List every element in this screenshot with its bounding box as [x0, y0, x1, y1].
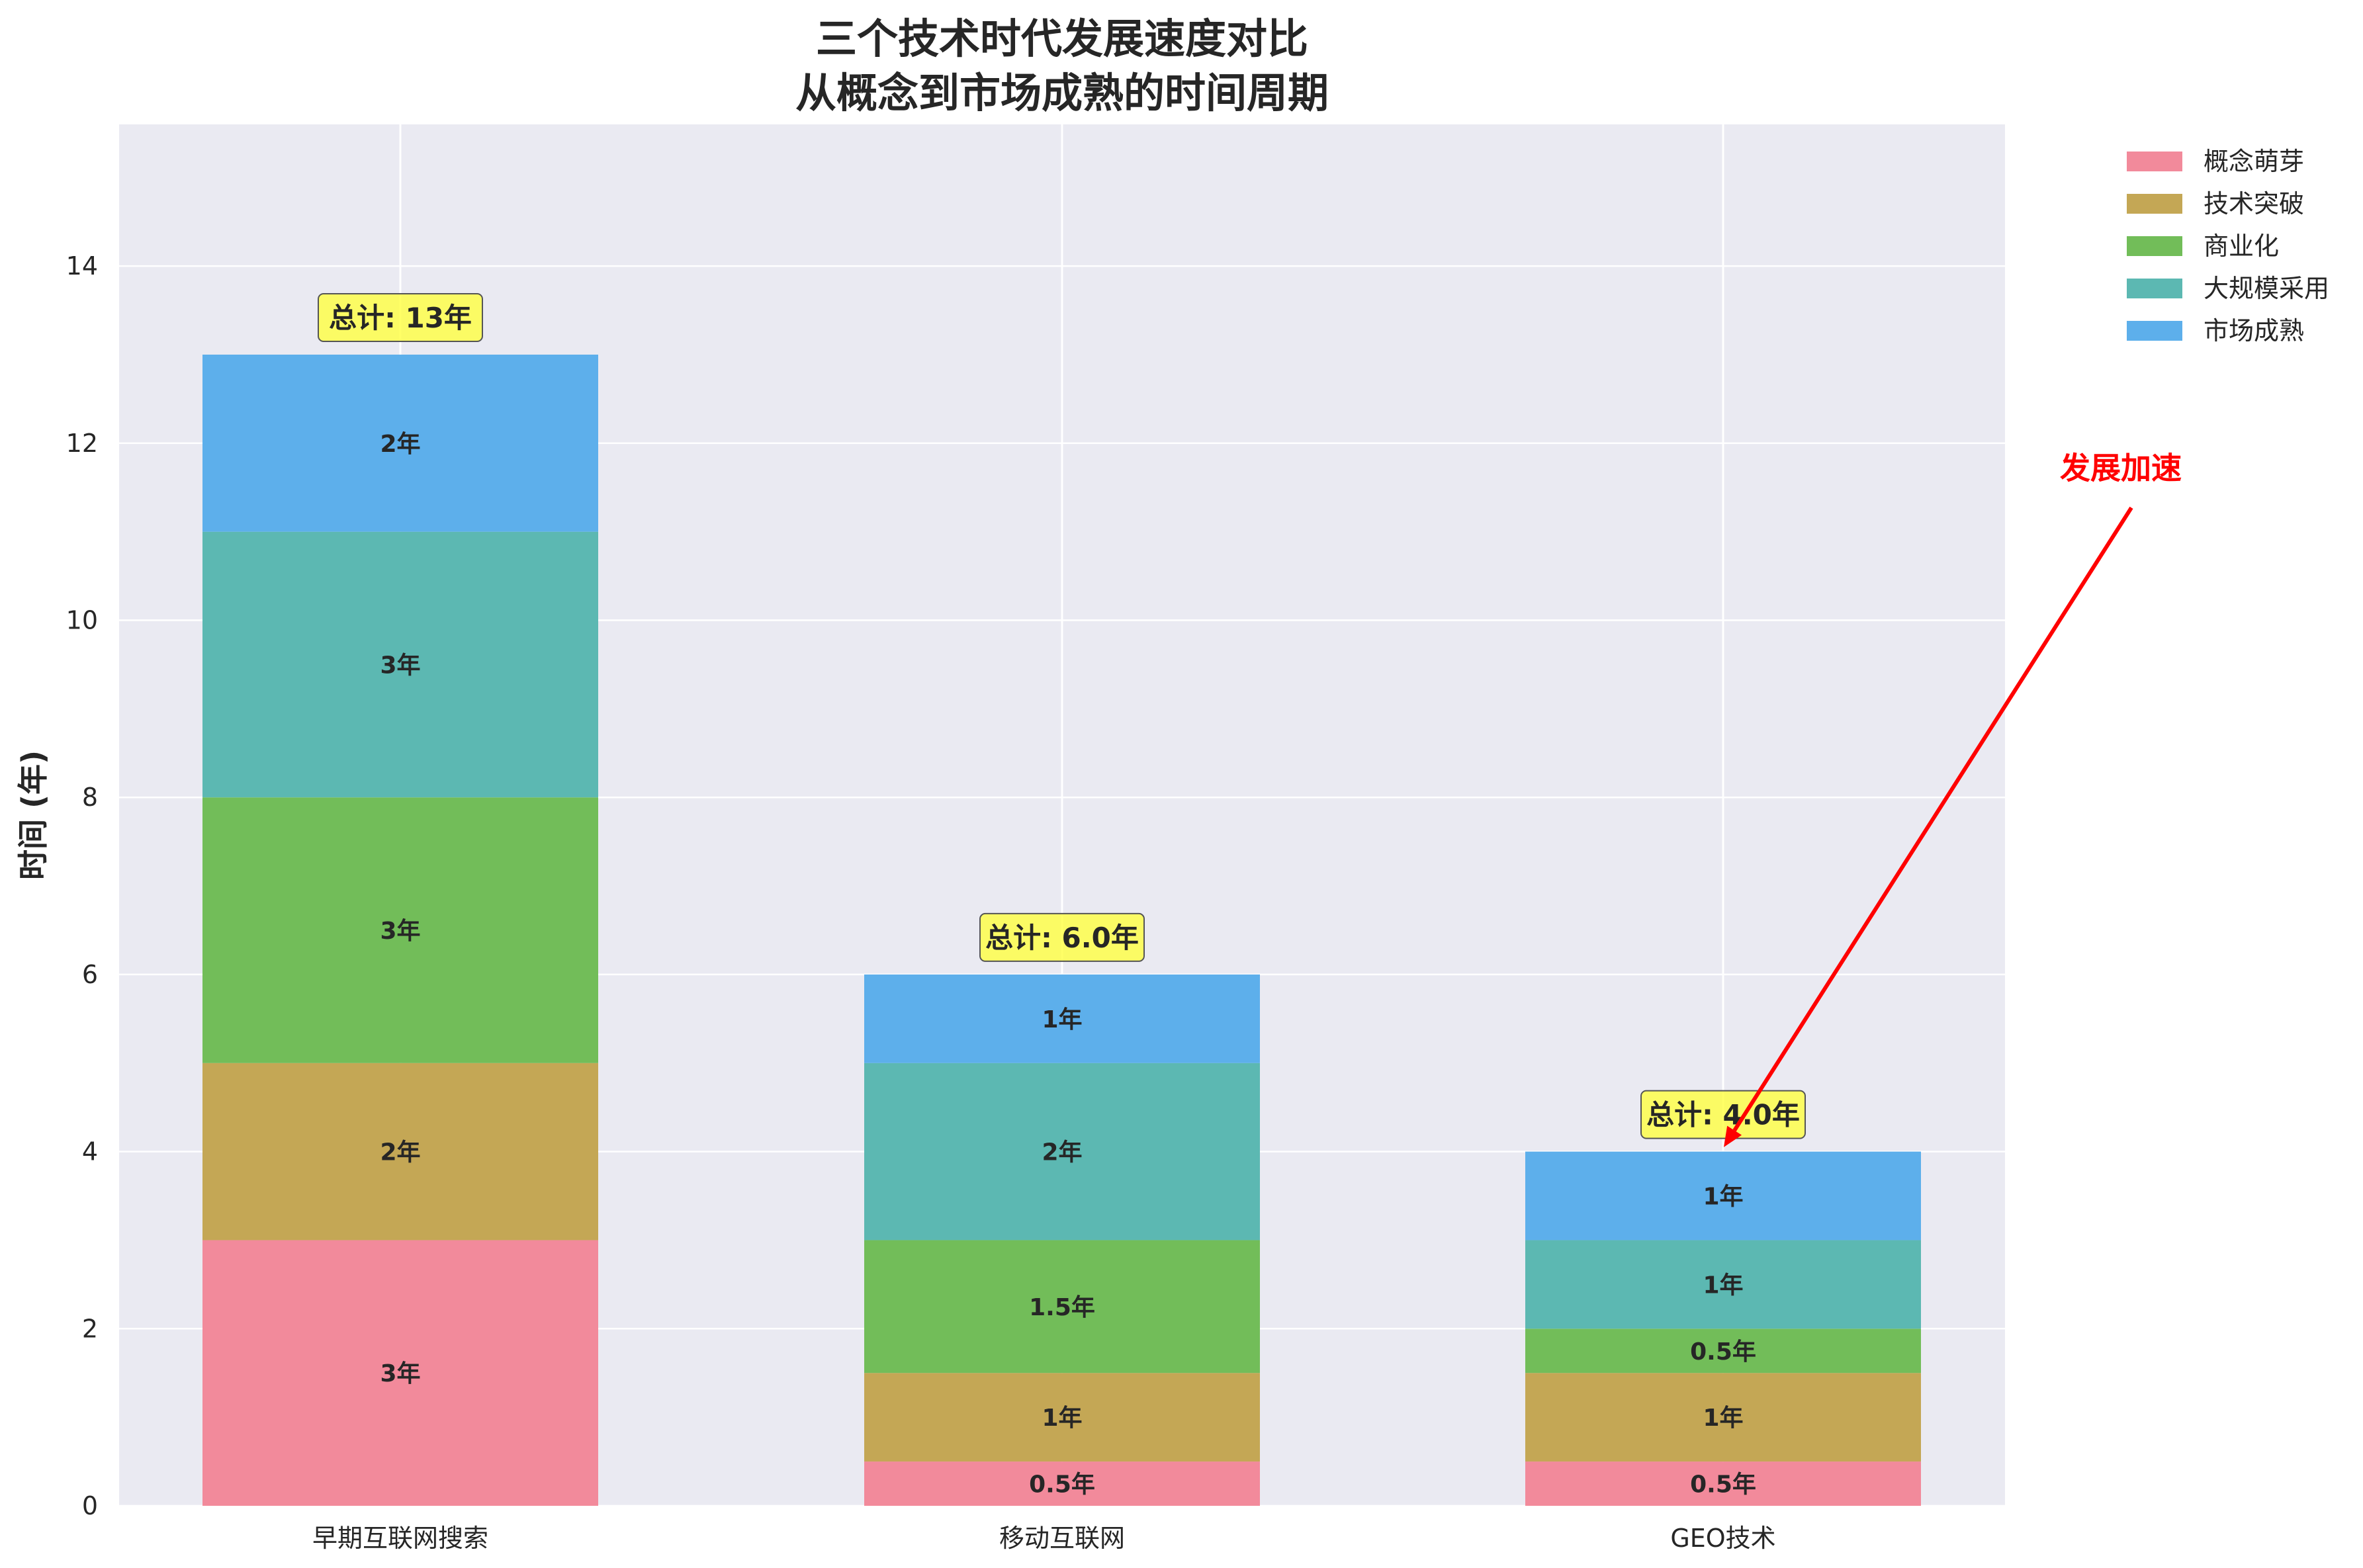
y-tick-label: 10 — [66, 606, 98, 635]
bar-segment — [1525, 1151, 1921, 1241]
bar-segment — [864, 1063, 1260, 1241]
bar-segment — [1525, 1373, 1921, 1462]
total-label-box — [1640, 1090, 1806, 1139]
bar-segment — [202, 531, 598, 798]
bar-segment — [202, 797, 598, 1063]
x-tick-label: 移动互联网 — [999, 1524, 1125, 1553]
segment-value-label: 1年 — [1703, 1184, 1743, 1211]
legend-entry-label: 概念萌芽 — [2204, 147, 2304, 176]
bar-segment — [864, 1240, 1260, 1373]
total-label: 总计: 13年 — [329, 302, 472, 334]
legend-swatch — [2127, 194, 2182, 214]
legend-entry-label: 商业化 — [2204, 232, 2279, 261]
bar-segment — [202, 1240, 598, 1506]
segment-value-label: 3年 — [380, 652, 420, 679]
legend-entry-label: 市场成熟 — [2204, 316, 2304, 345]
total-label: 总计: 4.0年 — [1646, 1099, 1800, 1131]
x-tick-label: 早期互联网搜索 — [312, 1524, 488, 1553]
y-tick-label: 14 — [66, 251, 98, 281]
y-tick-label: 4 — [82, 1137, 98, 1166]
annotation-text: 发展加速 — [2060, 450, 2182, 486]
y-tick-label: 6 — [82, 960, 98, 989]
bar-segment — [202, 355, 598, 532]
legend-entry-label: 大规模采用 — [2204, 274, 2329, 303]
legend-entry-label: 技术突破 — [2204, 189, 2304, 218]
y-tick-label: 8 — [82, 783, 98, 812]
legend-swatch — [2127, 279, 2182, 298]
legend-swatch — [2127, 236, 2182, 256]
segment-value-label: 0.5年 — [1690, 1338, 1756, 1366]
segment-value-label: 1年 — [1703, 1405, 1743, 1432]
y-tick-label: 2 — [82, 1314, 98, 1343]
bar-segment — [1525, 1461, 1921, 1506]
arrow-line — [1732, 506, 2133, 1132]
segment-value-label: 0.5年 — [1690, 1471, 1756, 1499]
legend-swatch — [2127, 321, 2182, 341]
segment-value-label: 3年 — [380, 1360, 420, 1387]
bar-segment — [202, 1063, 598, 1241]
arrow-head — [1724, 1125, 1742, 1147]
total-label-box — [318, 293, 483, 342]
bar-segment — [864, 974, 1260, 1063]
segment-labels: 3年 2年 3年 3年 2年 0.5年 1年 1.5年 2年 1年 0.5年 1年 0.5年 1年 1年 — [380, 431, 1756, 1499]
total-label: 总计: 6.0年 — [985, 922, 1139, 954]
x-tick-label: GEO技术 — [1670, 1524, 1775, 1553]
segment-value-label: 2年 — [380, 1139, 420, 1166]
segment-value-label: 0.5年 — [1029, 1471, 1095, 1499]
y-axis-ticks: 0 2 4 6 8 10 12 14 — [66, 251, 98, 1520]
bars — [202, 355, 1921, 1506]
acceleration-annotation: 发展加速 — [1724, 450, 2182, 1147]
segment-value-label: 1年 — [1042, 1006, 1082, 1033]
segment-value-label: 1年 — [1042, 1405, 1082, 1432]
bar-segment — [864, 1373, 1260, 1462]
segment-value-label: 2年 — [1042, 1139, 1082, 1166]
x-axis-ticks: 早期互联网搜索 移动互联网 GEO技术 — [312, 1524, 1776, 1553]
y-tick-label: 0 — [82, 1491, 98, 1520]
segment-value-label: 1年 — [1703, 1272, 1743, 1299]
y-axis-label: 时间 (年) — [15, 750, 51, 880]
total-label-box — [979, 912, 1145, 962]
bar-segment — [1525, 1240, 1921, 1329]
chart-title-line-2: 从概念到市场成熟的时间周期 — [795, 69, 1329, 117]
segment-value-label: 2年 — [380, 431, 420, 458]
y-tick-label: 12 — [66, 429, 98, 458]
bar-segment — [864, 1461, 1260, 1506]
bar-segment — [1525, 1328, 1921, 1373]
chart-title-line-1: 三个技术时代发展速度对比 — [816, 15, 1308, 63]
legend-swatch — [2127, 152, 2182, 171]
segment-value-label: 1.5年 — [1029, 1294, 1095, 1321]
segment-value-label: 3年 — [380, 918, 420, 945]
